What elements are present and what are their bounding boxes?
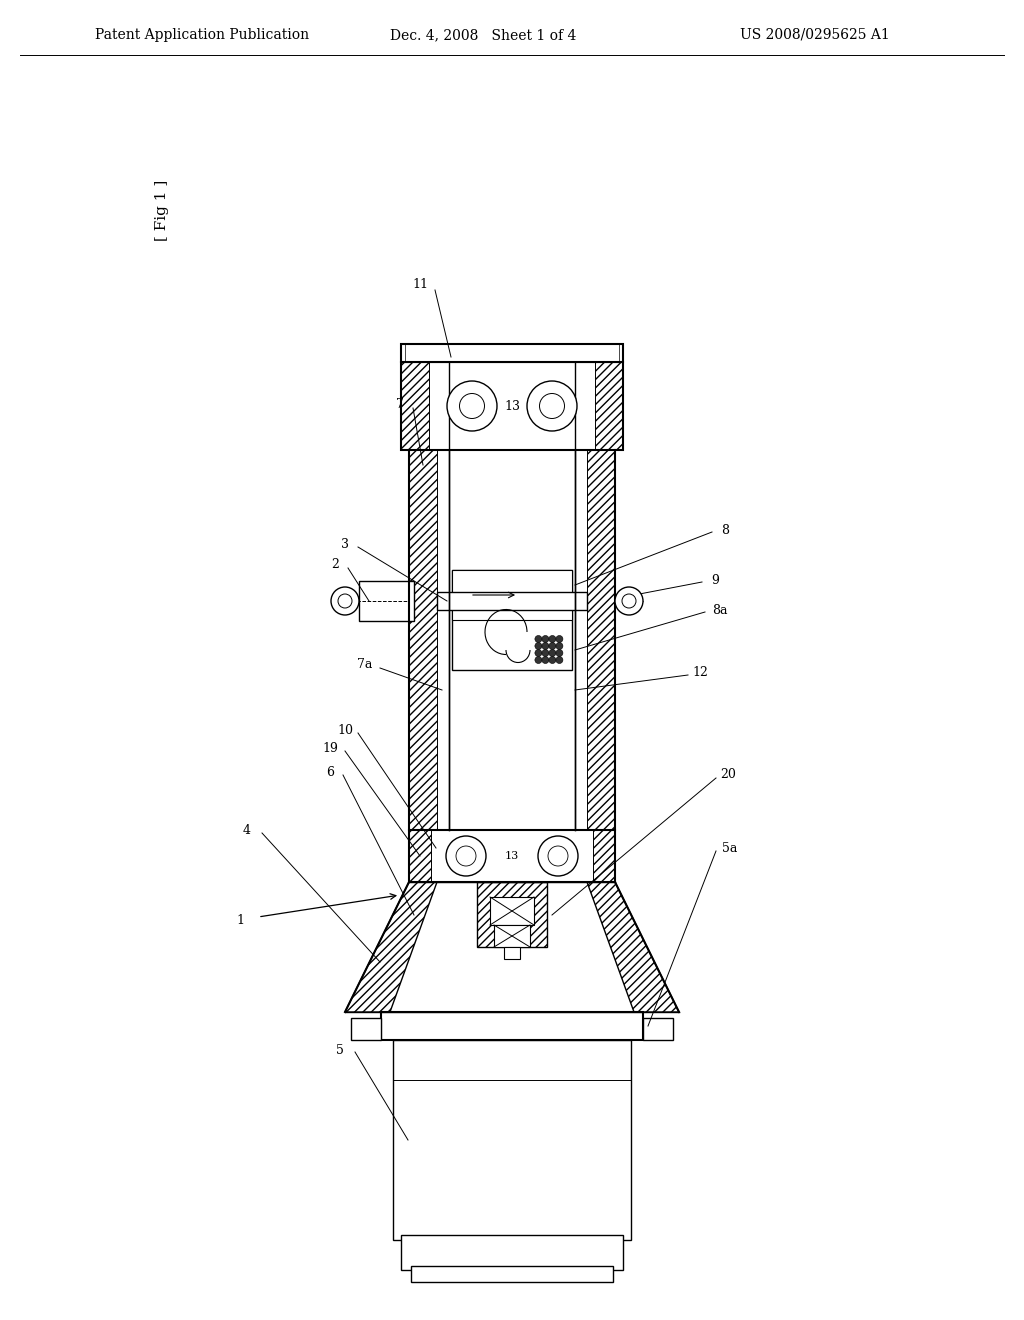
- Circle shape: [542, 643, 549, 649]
- Bar: [401, 362, 429, 450]
- Text: 7: 7: [396, 399, 403, 412]
- Bar: [477, 882, 547, 946]
- Circle shape: [615, 587, 643, 615]
- Text: 5a: 5a: [722, 842, 737, 854]
- Circle shape: [549, 656, 556, 664]
- Circle shape: [542, 635, 549, 643]
- Text: 12: 12: [692, 665, 708, 678]
- Text: 6: 6: [326, 766, 334, 779]
- Circle shape: [538, 836, 578, 876]
- Text: 1: 1: [236, 913, 244, 927]
- Circle shape: [535, 656, 542, 664]
- Text: 5: 5: [336, 1044, 344, 1056]
- Circle shape: [535, 649, 542, 656]
- Bar: [494, 925, 530, 946]
- Bar: [409, 830, 615, 882]
- Circle shape: [540, 393, 564, 418]
- Text: 7a: 7a: [357, 659, 373, 672]
- Circle shape: [549, 635, 556, 643]
- Bar: [490, 898, 534, 925]
- Text: 3: 3: [341, 539, 349, 552]
- Text: 13: 13: [504, 400, 520, 412]
- Text: 11: 11: [412, 279, 428, 292]
- Circle shape: [556, 635, 563, 643]
- Circle shape: [556, 643, 563, 649]
- Text: 19: 19: [323, 742, 338, 755]
- Text: Patent Application Publication: Patent Application Publication: [95, 28, 309, 42]
- Bar: [437, 591, 587, 610]
- Bar: [595, 362, 623, 450]
- Circle shape: [549, 643, 556, 649]
- Circle shape: [535, 635, 542, 643]
- Circle shape: [548, 846, 568, 866]
- Circle shape: [622, 594, 636, 609]
- Circle shape: [556, 656, 563, 664]
- Bar: [359, 581, 414, 620]
- Bar: [351, 1018, 381, 1040]
- Circle shape: [542, 649, 549, 656]
- Bar: [401, 345, 623, 362]
- Text: US 2008/0295625 A1: US 2008/0295625 A1: [740, 28, 890, 42]
- Circle shape: [460, 393, 484, 418]
- Bar: [452, 570, 572, 671]
- Circle shape: [527, 381, 577, 432]
- Bar: [401, 1236, 623, 1270]
- Bar: [587, 450, 615, 830]
- Circle shape: [535, 643, 542, 649]
- Text: 2: 2: [331, 558, 339, 572]
- Text: [ Fig 1 ]: [ Fig 1 ]: [155, 180, 169, 240]
- Circle shape: [338, 594, 352, 609]
- Bar: [643, 1018, 673, 1040]
- Text: 8a: 8a: [713, 603, 728, 616]
- Circle shape: [556, 649, 563, 656]
- Bar: [452, 570, 572, 620]
- Bar: [504, 946, 520, 960]
- Bar: [411, 1266, 613, 1282]
- Text: 10: 10: [337, 723, 353, 737]
- Bar: [406, 345, 618, 362]
- Bar: [409, 450, 437, 830]
- Circle shape: [331, 587, 359, 615]
- Bar: [593, 830, 615, 882]
- Bar: [401, 362, 623, 450]
- Text: 8: 8: [721, 524, 729, 536]
- Circle shape: [446, 836, 486, 876]
- Bar: [381, 1012, 643, 1040]
- Circle shape: [456, 846, 476, 866]
- Text: 4: 4: [243, 824, 251, 837]
- Bar: [393, 1040, 631, 1239]
- Text: Dec. 4, 2008   Sheet 1 of 4: Dec. 4, 2008 Sheet 1 of 4: [390, 28, 577, 42]
- Text: 20: 20: [720, 768, 736, 781]
- Bar: [409, 830, 431, 882]
- Text: 13: 13: [505, 851, 519, 861]
- Circle shape: [549, 649, 556, 656]
- Text: 9: 9: [711, 573, 719, 586]
- Circle shape: [542, 656, 549, 664]
- Circle shape: [447, 381, 497, 432]
